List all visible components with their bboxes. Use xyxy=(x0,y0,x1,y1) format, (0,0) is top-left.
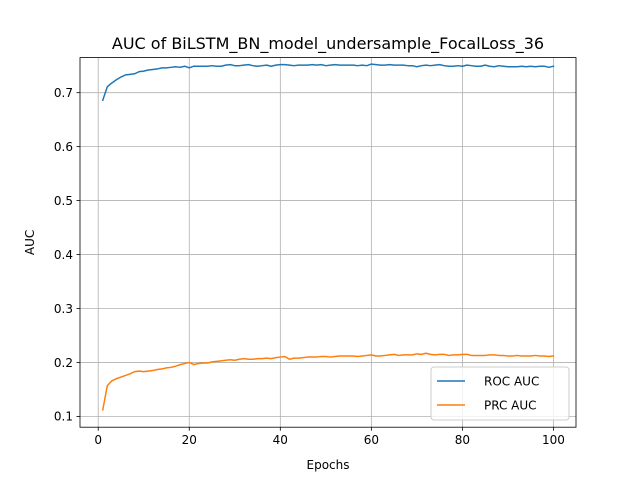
legend: ROC AUC PRC AUC xyxy=(430,366,570,421)
legend-label-prc-auc: PRC AUC xyxy=(484,399,537,413)
x-tick-label: 80 xyxy=(455,433,470,447)
y-tick-label: 0.3 xyxy=(54,302,73,316)
x-tick-label: 0 xyxy=(94,433,102,447)
x-tick-label: 100 xyxy=(542,433,565,447)
legend-box xyxy=(430,366,570,421)
x-tick-label: 20 xyxy=(182,433,197,447)
y-tick-label: 0.6 xyxy=(54,140,73,154)
x-tick-label: 60 xyxy=(364,433,379,447)
axis-ticks: 0 20 40 60 80 100 0.1 0.2 0.3 0.4 0.5 0.6 0.7 xyxy=(54,86,565,447)
roc-auc-line xyxy=(101,63,555,102)
x-axis-label: Epochs xyxy=(307,458,350,472)
y-tick-label: 0.7 xyxy=(54,86,73,100)
prc-auc-line xyxy=(101,352,555,411)
plot-frame xyxy=(79,57,577,428)
chart-title: AUC of BiLSTM_BN_model_undersample_Focal… xyxy=(112,34,544,54)
y-tick-label: 0.4 xyxy=(54,248,73,262)
y-tick-label: 0.5 xyxy=(54,194,73,208)
legend-label-roc-auc: ROC AUC xyxy=(484,375,539,389)
series-lines xyxy=(101,63,555,411)
y-tick-label: 0.2 xyxy=(54,356,73,370)
y-axis-label: AUC xyxy=(23,230,37,255)
x-tick-label: 40 xyxy=(273,433,288,447)
y-tick-label: 0.1 xyxy=(54,410,73,424)
plot-area xyxy=(80,57,576,428)
